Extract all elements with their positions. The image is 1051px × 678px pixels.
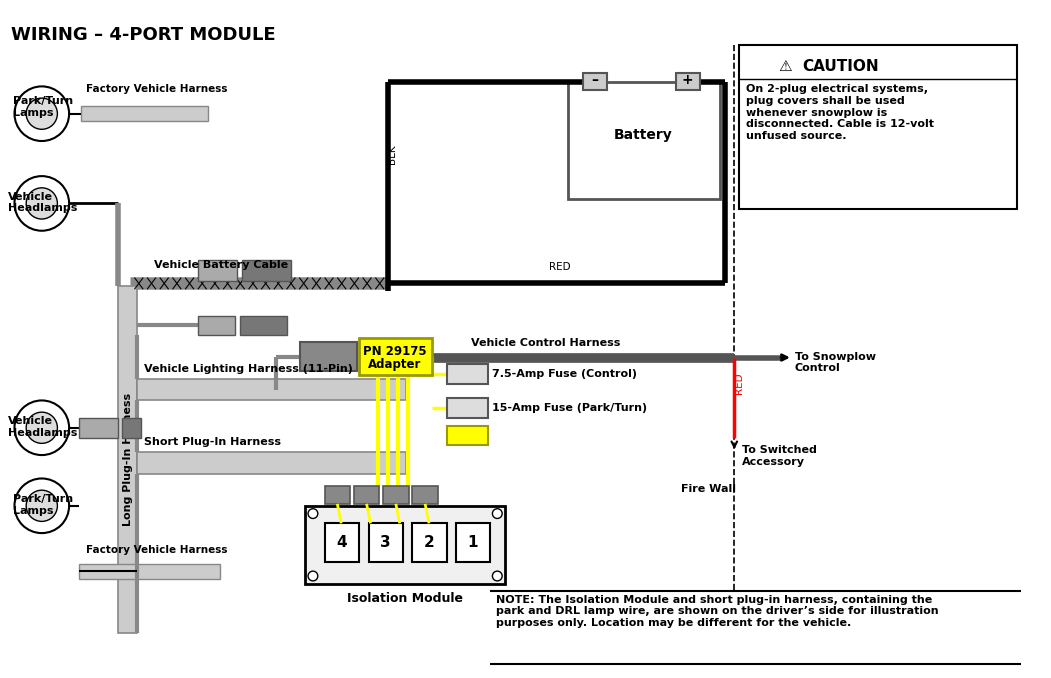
Text: Headlamps: Headlamps <box>7 203 77 214</box>
Text: 3: 3 <box>379 536 390 551</box>
Text: Vehicle Battery Cable: Vehicle Battery Cable <box>153 260 288 270</box>
Bar <box>447 426 488 445</box>
Bar <box>325 486 350 504</box>
Text: CAUTION: CAUTION <box>803 59 880 74</box>
Bar <box>305 506 506 584</box>
Bar <box>739 45 1017 210</box>
Text: 2: 2 <box>424 536 434 551</box>
Text: Fire Wall: Fire Wall <box>681 484 736 494</box>
Circle shape <box>15 401 69 455</box>
Text: 7.5-Amp Fuse (Control): 7.5-Amp Fuse (Control) <box>493 369 637 379</box>
Text: RED: RED <box>735 372 744 394</box>
Bar <box>79 418 118 437</box>
Text: +: + <box>682 73 694 87</box>
Bar <box>122 418 141 437</box>
Bar <box>118 286 138 633</box>
Text: NOTE: The Isolation Module and short plug-in harness, containing the
park and DR: NOTE: The Isolation Module and short plu… <box>496 595 939 628</box>
Text: Battery: Battery <box>614 128 673 142</box>
Bar <box>301 342 357 371</box>
Text: Short Plug-In Harness: Short Plug-In Harness <box>144 437 282 447</box>
Circle shape <box>26 490 58 521</box>
Text: Lamps: Lamps <box>13 506 53 516</box>
Circle shape <box>26 188 58 219</box>
Bar <box>240 315 287 335</box>
Bar <box>569 81 720 199</box>
Text: Factory Vehicle Harness: Factory Vehicle Harness <box>86 84 227 94</box>
Bar <box>81 106 208 121</box>
Text: PN 29175: PN 29175 <box>363 345 427 358</box>
Text: Vehicle Lighting Harness (11-Pin): Vehicle Lighting Harness (11-Pin) <box>144 364 353 374</box>
Circle shape <box>26 412 58 443</box>
Bar <box>325 523 358 562</box>
Text: Isolation Module: Isolation Module <box>347 592 462 605</box>
Text: Adapter: Adapter <box>368 357 421 371</box>
Bar <box>354 486 379 504</box>
Text: –: – <box>592 73 598 87</box>
Circle shape <box>26 98 58 129</box>
Text: Vehicle: Vehicle <box>7 192 53 202</box>
Circle shape <box>493 508 502 519</box>
Text: To Switched
Accessory: To Switched Accessory <box>742 445 817 467</box>
Bar <box>447 364 488 384</box>
Text: Park/Turn: Park/Turn <box>13 494 73 504</box>
Bar <box>358 338 432 375</box>
Bar <box>583 73 607 90</box>
Circle shape <box>493 571 502 581</box>
Text: WIRING – 4-PORT MODULE: WIRING – 4-PORT MODULE <box>11 26 275 44</box>
Text: Long Plug-In Harness: Long Plug-In Harness <box>123 393 132 525</box>
Bar <box>456 523 491 562</box>
Text: 4: 4 <box>336 536 347 551</box>
Bar <box>412 523 447 562</box>
Text: 15-Amp Fuse (Park/Turn): 15-Amp Fuse (Park/Turn) <box>493 403 647 414</box>
Bar <box>369 523 403 562</box>
Circle shape <box>308 508 317 519</box>
Bar <box>79 564 221 579</box>
Bar <box>242 260 290 281</box>
Text: Lamps: Lamps <box>13 108 53 118</box>
Text: 1: 1 <box>468 536 478 551</box>
Text: Vehicle: Vehicle <box>7 416 53 426</box>
Text: Headlamps: Headlamps <box>7 428 77 438</box>
Text: BLK: BLK <box>387 145 397 164</box>
Bar <box>412 486 438 504</box>
Text: Vehicle Control Harness: Vehicle Control Harness <box>471 338 620 348</box>
Bar <box>138 452 406 474</box>
Text: RED: RED <box>549 262 571 272</box>
Circle shape <box>308 571 317 581</box>
Bar <box>198 315 235 335</box>
Circle shape <box>15 479 69 533</box>
Text: Park/Turn: Park/Turn <box>13 96 73 106</box>
Bar <box>384 486 409 504</box>
Text: To Snowplow
Control: To Snowplow Control <box>795 352 875 374</box>
Circle shape <box>15 176 69 231</box>
Text: On 2-plug electrical systems,
plug covers shall be used
whenever snowplow is
dis: On 2-plug electrical systems, plug cover… <box>746 85 934 141</box>
Bar <box>676 73 700 90</box>
Bar <box>447 399 488 418</box>
Text: Factory Vehicle Harness: Factory Vehicle Harness <box>86 544 227 555</box>
Text: ⚠: ⚠ <box>778 59 791 74</box>
Circle shape <box>15 86 69 141</box>
Bar <box>198 260 236 281</box>
Bar <box>138 379 406 401</box>
